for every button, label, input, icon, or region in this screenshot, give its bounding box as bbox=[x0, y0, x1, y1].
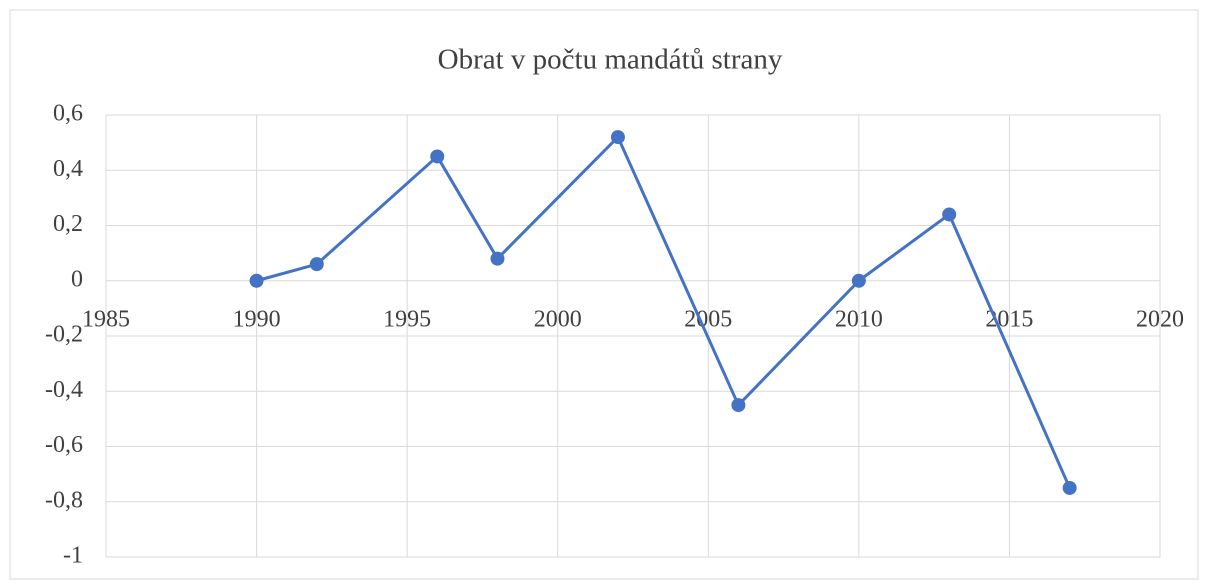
y-tick-label: -0,4 bbox=[45, 377, 83, 403]
y-tick-label: -1 bbox=[63, 543, 83, 569]
marker bbox=[1062, 480, 1077, 495]
x-tick-label: 2000 bbox=[534, 306, 582, 332]
y-tick-label: 0,4 bbox=[53, 156, 83, 182]
chart-title: Obrat v počtu mandátů strany bbox=[438, 44, 783, 76]
y-tick-label: 0,6 bbox=[53, 101, 83, 127]
x-tick-label: 1995 bbox=[383, 306, 431, 332]
marker bbox=[731, 398, 746, 413]
x-tick-label: 1985 bbox=[82, 306, 130, 332]
chart-border bbox=[9, 9, 1199, 580]
marker bbox=[851, 273, 866, 288]
marker bbox=[249, 273, 264, 288]
x-tick-label: 2010 bbox=[835, 306, 883, 332]
marker bbox=[309, 257, 324, 272]
y-tick-label: -0,2 bbox=[45, 322, 83, 348]
y-tick-label: -0,8 bbox=[45, 487, 83, 513]
y-tick-label: -0,6 bbox=[45, 432, 83, 458]
y-tick-label: 0 bbox=[71, 266, 83, 292]
x-tick-label: 1990 bbox=[233, 306, 281, 332]
x-tick-label: 2020 bbox=[1136, 306, 1184, 332]
x-tick-label: 2015 bbox=[985, 306, 1033, 332]
marker bbox=[610, 130, 625, 145]
marker bbox=[430, 149, 445, 164]
marker bbox=[942, 207, 957, 222]
marker bbox=[490, 251, 505, 266]
y-tick-label: 0,2 bbox=[53, 211, 83, 237]
x-tick-label: 2005 bbox=[684, 306, 732, 332]
